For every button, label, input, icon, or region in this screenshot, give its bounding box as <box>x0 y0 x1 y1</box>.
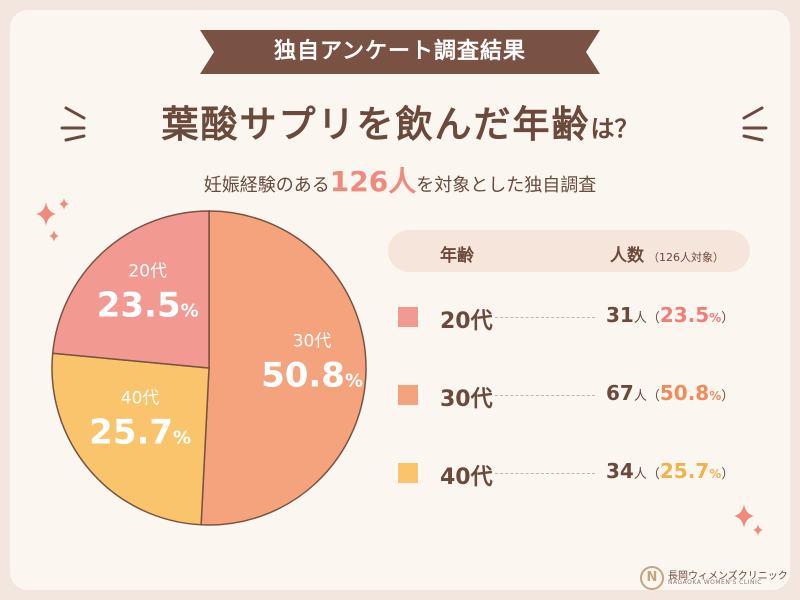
legend-paren-open: （ <box>646 389 660 404</box>
legend-percent-unit: % <box>709 389 722 403</box>
pie-slice-label: 40代 <box>121 389 160 409</box>
legend-percent: 23.5 <box>659 303 710 327</box>
pie-slice-label: 30代 <box>293 331 332 351</box>
legend-paren-close: ） <box>721 467 735 482</box>
clinic-logo: N 長岡ウィメンズクリニック NAGAOKA WOMEN'S CLINIC <box>640 566 790 590</box>
legend-dashed-line <box>495 395 595 396</box>
pie-slice-40代 <box>51 352 210 526</box>
legend-value: 34人（25.7%） <box>606 459 734 483</box>
sparkle-bottom-right-icon <box>734 504 763 536</box>
pie-slice-label: 20代 <box>128 262 167 282</box>
legend-paren-open: （ <box>646 467 660 482</box>
legend-count-unit: 人 <box>633 389 647 404</box>
legend-row: 20代 31人（23.5%） <box>0 297 800 337</box>
legend-count-unit: 人 <box>633 311 647 326</box>
subtitle-pre: 妊娠経験のある <box>203 175 330 196</box>
legend-swatch <box>398 463 418 483</box>
legend-dashed-line <box>495 473 595 474</box>
legend-row: 30代 67人（50.8%） <box>0 375 800 415</box>
legend-count-note: （126人対象） <box>648 251 724 264</box>
clinic-name: 長岡ウィメンズクリニック <box>668 571 788 582</box>
legend-row: 40代 34人（25.7%） <box>0 453 800 493</box>
subtitle-post: を対象とした独自調査 <box>416 175 597 196</box>
pie-slice-30代 <box>200 210 367 526</box>
legend-count-unit: 人 <box>633 467 647 482</box>
legend-swatch <box>398 385 418 405</box>
legend-value: 67人（50.8%） <box>606 381 734 405</box>
legend-label: 20代 <box>440 309 493 334</box>
banner-ribbon <box>200 30 600 74</box>
legend-age-header: 年齢 <box>440 246 474 266</box>
legend-count: 34 <box>606 459 634 483</box>
legend-swatch <box>398 307 418 327</box>
page-title: 葉酸サプリを飲んだ年齢は？ <box>0 94 800 148</box>
legend-label: 40代 <box>440 465 493 490</box>
subtitle: 妊娠経験のある126人を対象とした独自調査 <box>0 160 800 200</box>
title-tail: は？ <box>590 115 639 143</box>
clinic-logo-icon: N <box>640 566 664 590</box>
legend-header <box>388 230 750 272</box>
legend-count: 31 <box>606 303 634 327</box>
legend-count-label: 人数 <box>610 246 644 266</box>
legend-label: 30代 <box>440 387 493 412</box>
legend-paren-close: ） <box>721 389 735 404</box>
legend-percent-unit: % <box>709 467 722 481</box>
sparkle-top-left-icon <box>36 198 69 242</box>
legend-percent-unit: % <box>709 311 722 325</box>
survey-banner: 独自アンケート調査結果 <box>200 30 600 74</box>
legend-paren-open: （ <box>646 311 660 326</box>
clinic-name-en: NAGAOKA WOMEN'S CLINIC <box>668 579 762 586</box>
subtitle-highlight: 126人 <box>329 165 417 198</box>
legend-percent: 25.7 <box>659 459 710 483</box>
title-accent-left-icon <box>60 106 86 142</box>
title-main: 葉酸サプリを飲んだ年齢 <box>161 103 591 146</box>
legend-count: 67 <box>606 381 634 405</box>
pie-slice-20代 <box>51 210 210 369</box>
banner-text: 独自アンケート調査結果 <box>273 39 527 64</box>
legend-value: 31人（23.5%） <box>606 303 734 327</box>
legend-dashed-line <box>495 317 595 318</box>
legend-count-header: 人数 （126人対象） <box>610 241 724 266</box>
title-accent-right-icon <box>742 106 768 142</box>
legend-percent: 50.8 <box>659 381 710 405</box>
legend-paren-close: ） <box>721 311 735 326</box>
